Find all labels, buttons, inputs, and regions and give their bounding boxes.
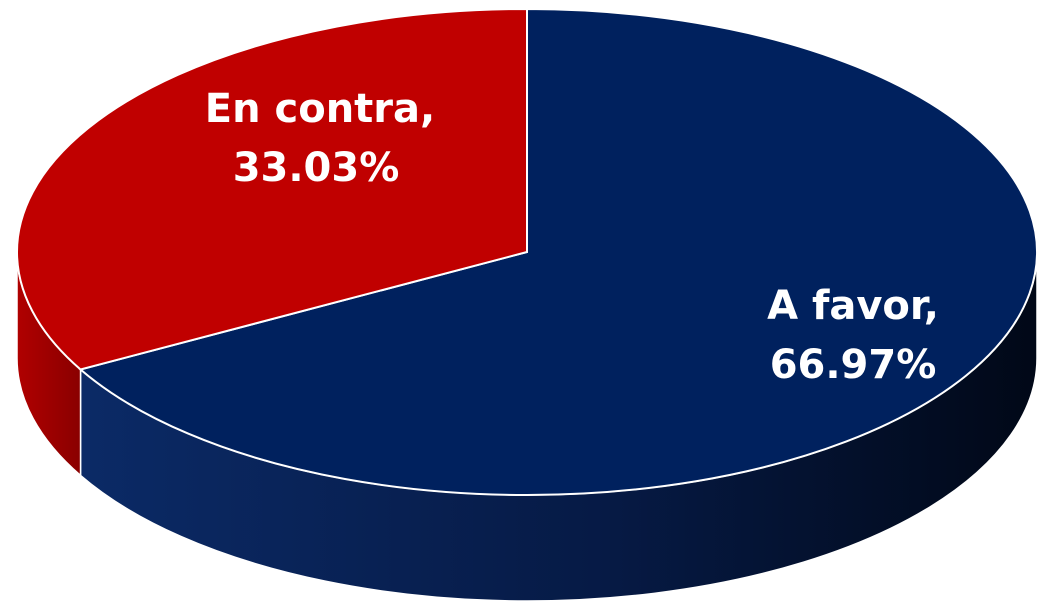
slice-label-a-favor-name: A favor,: [767, 283, 939, 329]
slice-label-a-favor: A favor, 66.97%: [767, 283, 939, 388]
slice-label-en-contra-value: 33.03%: [233, 145, 400, 191]
slice-label-en-contra-name: En contra,: [205, 86, 435, 132]
slice-label-a-favor-value: 66.97%: [770, 342, 937, 388]
pie-slice-a-favor: [78, 7, 1038, 496]
pie-top-faces: [16, 7, 1038, 496]
slice-label-en-contra: En contra, 33.03%: [205, 86, 435, 191]
pie-slice-en-contra: [16, 7, 528, 371]
